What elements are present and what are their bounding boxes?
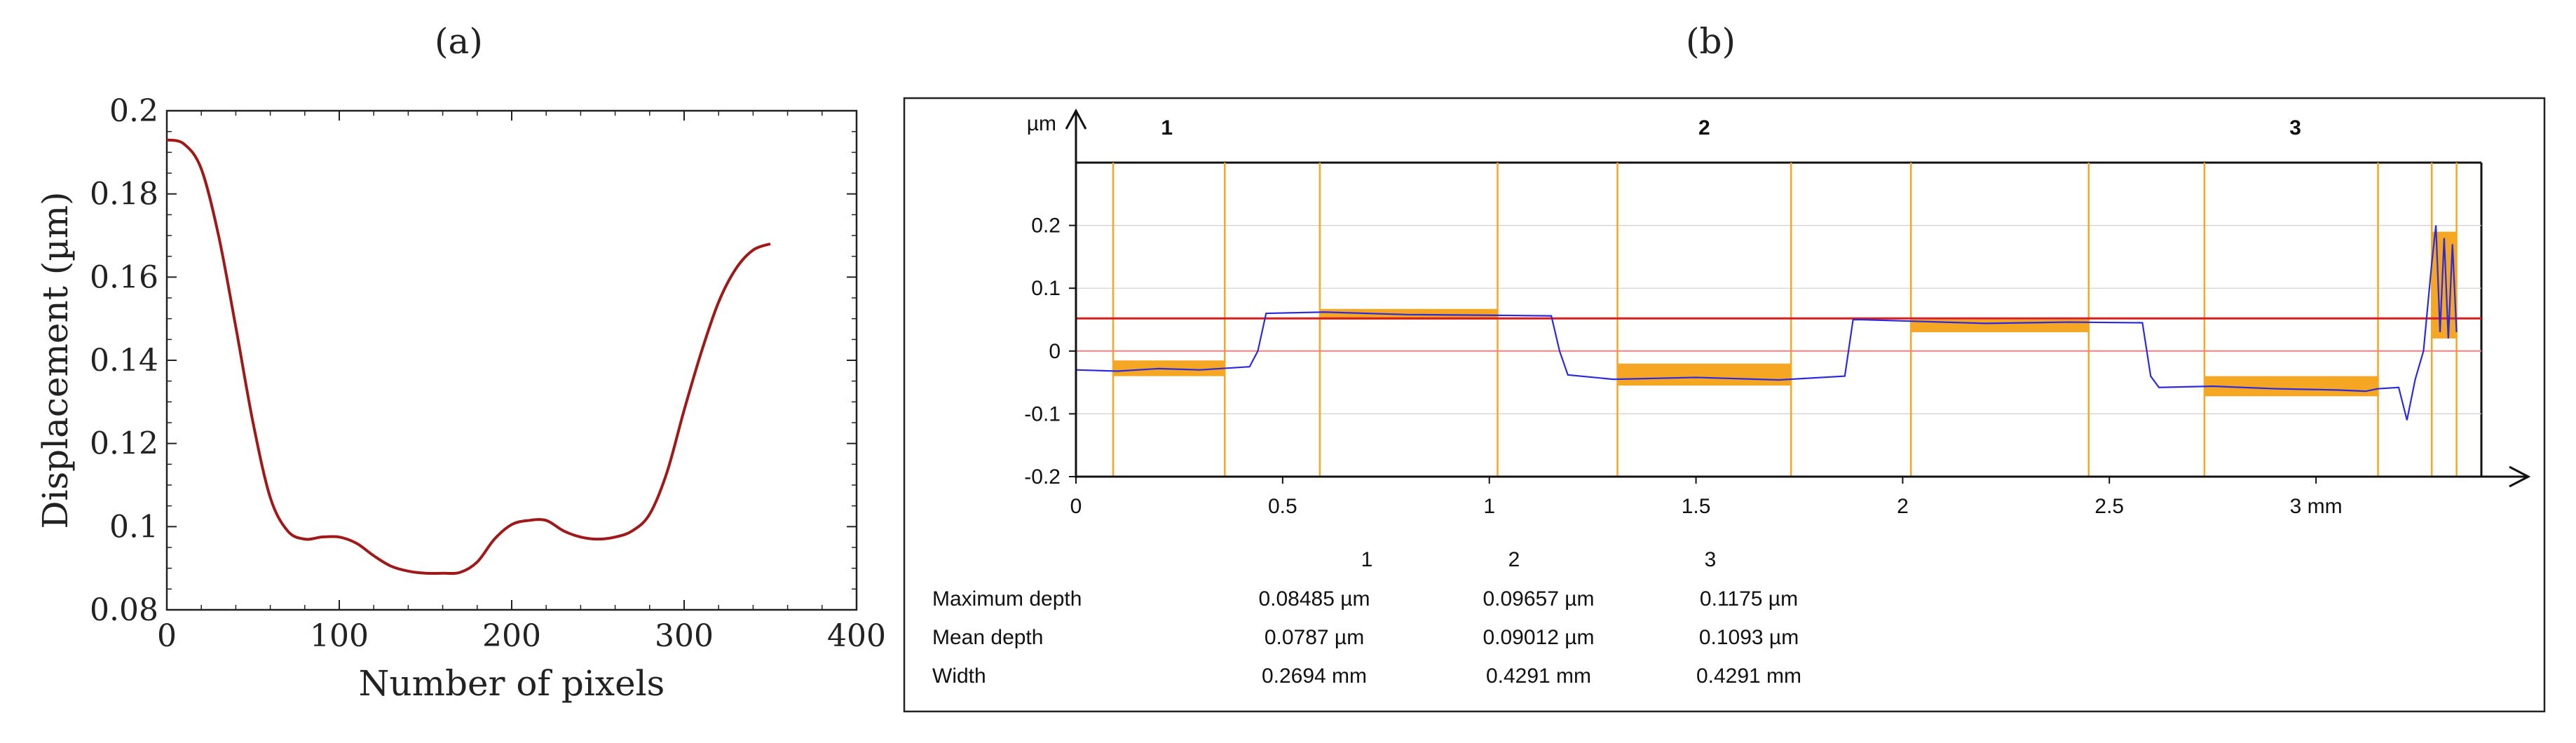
table-cell: 0.1093 µm (1699, 626, 1799, 649)
x-tick-label-b: 1.5 (1682, 495, 1711, 518)
table-cell: 0.2694 mm (1262, 664, 1367, 688)
region-label: 1 (1161, 116, 1173, 139)
table-cell: 0.0787 µm (1265, 626, 1364, 649)
y-tick-label-b: 0.2 (1031, 214, 1061, 238)
table-cell: 0.4291 mm (1486, 664, 1591, 688)
table-cell: 0.4291 mm (1696, 664, 1801, 688)
table-cell: 0.1175 µm (1700, 587, 1798, 611)
chart-b: µm -0.2 -0.1 0 0.1 0.2 0 0.5 1 1.5 2 2.5 3 mm 1 2 3 1 2 3 M… (0, 0, 2576, 743)
x-tick-label-b: 2.5 (2094, 495, 2124, 518)
depth-region-box (1618, 364, 1792, 386)
table-column-header: 1 (1361, 548, 1373, 571)
region-label: 2 (1698, 116, 1710, 139)
y-tick-label-b: 0.1 (1031, 277, 1061, 300)
y-axis-unit-b: µm (1027, 112, 1056, 135)
table-column-header: 3 (1705, 548, 1717, 571)
table-row-label: Width (932, 664, 986, 688)
y-tick-label-b: -0.1 (1024, 402, 1061, 425)
panel-b-frame (904, 98, 2544, 711)
x-tick-label-b: 3 mm (2290, 495, 2343, 518)
x-tick-label-b: 2 (1897, 495, 1909, 518)
table-row-label: Maximum depth (932, 587, 1082, 611)
region-label: 3 (2289, 116, 2301, 139)
x-tick-label-b: 0.5 (1268, 495, 1297, 518)
y-tick-label-b: -0.2 (1024, 465, 1061, 489)
table-cell: 0.09012 µm (1483, 626, 1594, 649)
x-tick-label-b: 1 (1483, 495, 1495, 518)
table-cell: 0.08485 µm (1258, 587, 1370, 611)
table-row-label: Mean depth (932, 626, 1043, 649)
table-column-header: 2 (1508, 548, 1520, 571)
x-tick-label-b: 0 (1070, 495, 1082, 518)
table-cell: 0.09657 µm (1483, 587, 1594, 611)
y-tick-label-b: 0 (1049, 340, 1061, 363)
